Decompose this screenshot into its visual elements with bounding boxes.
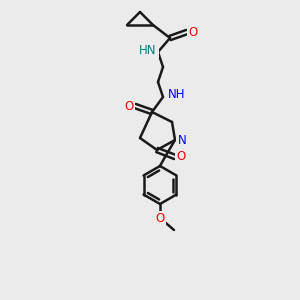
Text: O: O [155,212,165,226]
Text: NH: NH [168,88,186,101]
Text: HN: HN [139,44,157,56]
Text: O: O [188,26,198,38]
Text: O: O [176,151,186,164]
Text: N: N [178,134,186,146]
Text: O: O [124,100,134,112]
